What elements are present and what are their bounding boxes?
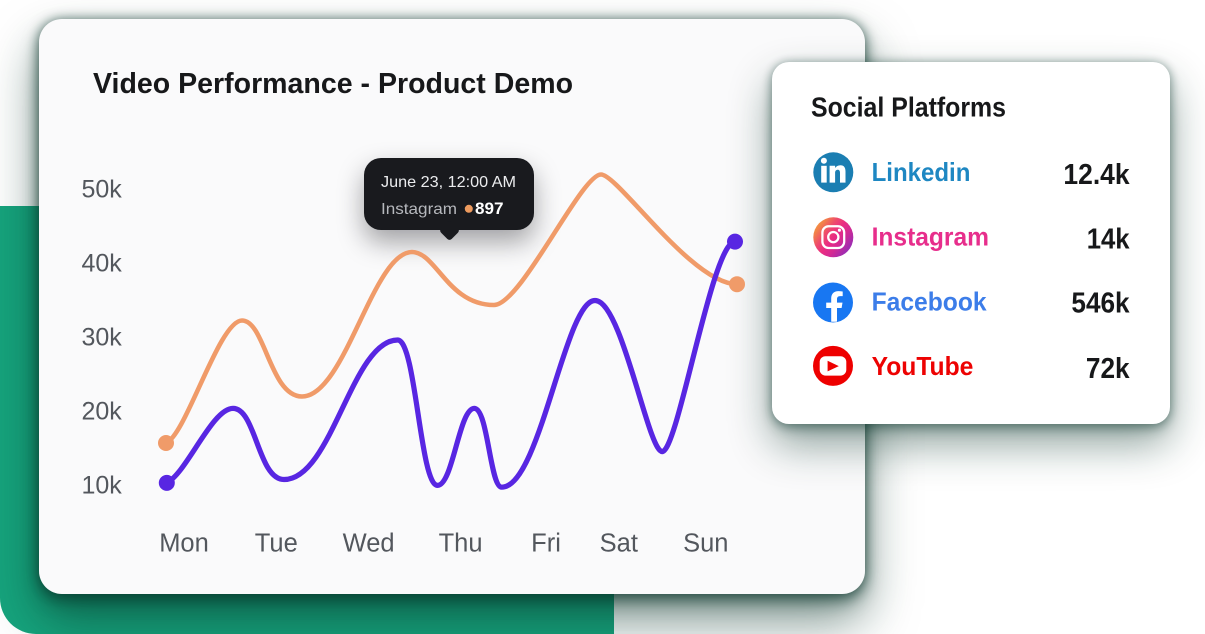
svg-text:Thu: Thu <box>439 530 483 558</box>
svg-text:Instagram: Instagram <box>872 222 989 252</box>
svg-text:Fri: Fri <box>531 530 561 558</box>
svg-text:Tue: Tue <box>255 530 298 558</box>
svg-text:Instagram: Instagram <box>381 201 457 218</box>
svg-text:30k: 30k <box>82 324 123 352</box>
svg-text:Video Performance - Product De: Video Performance - Product Demo <box>93 68 573 100</box>
svg-text:Social Platforms: Social Platforms <box>811 91 1006 122</box>
svg-text:Sun: Sun <box>683 530 728 558</box>
svg-text:897: 897 <box>475 199 504 218</box>
svg-text:50k: 50k <box>82 175 123 203</box>
svg-text:YouTube: YouTube <box>872 351 974 381</box>
svg-text:20k: 20k <box>82 398 123 426</box>
svg-text:Facebook: Facebook <box>872 286 988 316</box>
svg-text:Linkedin: Linkedin <box>872 157 971 187</box>
svg-text:10k: 10k <box>82 472 123 500</box>
svg-text:Sat: Sat <box>600 530 638 558</box>
svg-text:12.4k: 12.4k <box>1063 159 1129 191</box>
svg-text:546k: 546k <box>1071 288 1129 320</box>
svg-text:Mon: Mon <box>159 530 209 558</box>
svg-text:June 23, 12:00 AM: June 23, 12:00 AM <box>381 174 516 191</box>
svg-text:40k: 40k <box>82 250 123 278</box>
svg-text:14k: 14k <box>1087 223 1130 255</box>
svg-text:Wed: Wed <box>343 530 395 558</box>
svg-text:72k: 72k <box>1086 353 1130 385</box>
